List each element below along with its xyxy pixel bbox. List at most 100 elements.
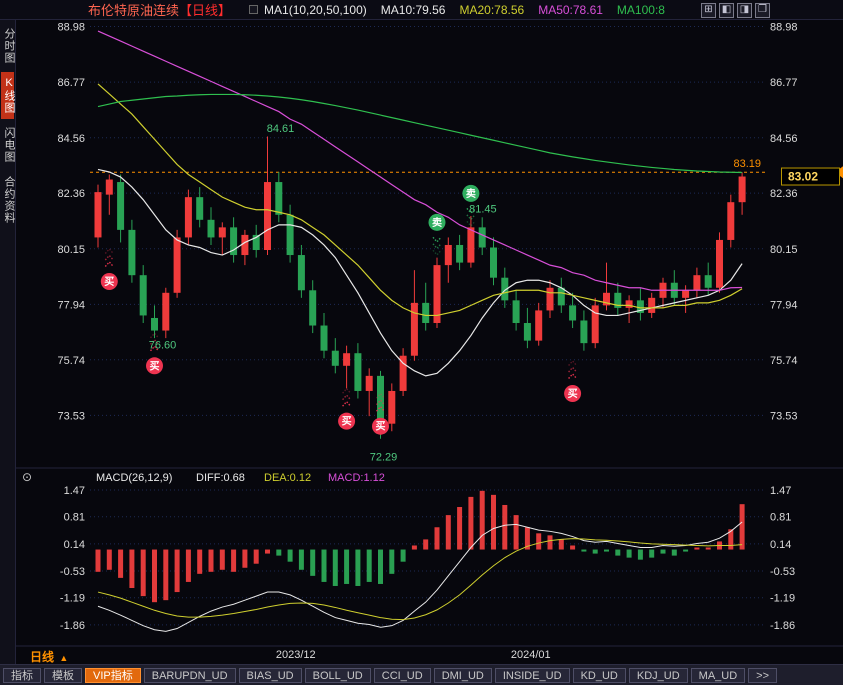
window-layout-icons: ⊞ ◧ ◨ ❐ <box>701 3 770 18</box>
svg-text:-1.19: -1.19 <box>770 593 795 605</box>
svg-text:88.98: 88.98 <box>770 22 798 34</box>
dea-line <box>97 538 743 621</box>
tab-ma-ud[interactable]: MA_UD <box>690 667 746 683</box>
pane-resize-icon[interactable]: ⊙ <box>21 470 33 484</box>
tab-dmi-ud[interactable]: DMI_UD <box>433 667 492 683</box>
svg-text:86.77: 86.77 <box>770 77 798 89</box>
ma50-line <box>97 30 743 291</box>
svg-text:82.36: 82.36 <box>57 188 85 200</box>
indicator-toggle-icon[interactable] <box>249 5 259 14</box>
macd-header-label: DIFF:0.68 <box>196 472 245 484</box>
svg-text:73.53: 73.53 <box>57 410 85 422</box>
macd-header-label: MACD(26,12,9) <box>96 472 172 484</box>
tab-bias-ud[interactable]: BIAS_UD <box>238 667 302 683</box>
svg-text:买: 买 <box>376 421 386 433</box>
layout-left-icon[interactable]: ◧ <box>719 3 734 18</box>
left-sidebar: 分时图 K线图闪电图合约资料 <box>0 20 16 664</box>
svg-text:0.14: 0.14 <box>64 539 85 551</box>
svg-text:买: 买 <box>104 276 114 288</box>
tab-boll-ud[interactable]: BOLL_UD <box>304 667 371 683</box>
svg-text:-1.86: -1.86 <box>770 620 795 632</box>
indicator-tab-bar: 指标 模板 VIP指标 BARUPDN_UD BIAS_UD BOLL_UD CCI_UD D… <box>0 664 843 685</box>
layout-grid-icon[interactable]: ⊞ <box>701 3 716 18</box>
svg-text:73.53: 73.53 <box>770 410 798 422</box>
layout-right-icon[interactable]: ◨ <box>737 3 752 18</box>
ma-value-label: MA50:78.61 <box>538 2 603 17</box>
svg-text:84.56: 84.56 <box>57 133 85 145</box>
swing-price-label: 84.61 <box>267 123 295 135</box>
diff-line <box>97 521 743 632</box>
tab-kd-ud[interactable]: KD_UD <box>572 667 626 683</box>
period-tag: 【日线】 <box>179 3 232 18</box>
svg-text:86.77: 86.77 <box>57 77 85 89</box>
tab-vip-indicator[interactable]: VIP指标 <box>85 667 141 683</box>
x-axis-label: 2024/01 <box>511 649 551 661</box>
ma20-line <box>97 83 743 317</box>
svg-text:-0.53: -0.53 <box>770 566 795 578</box>
last-price-tag: 83.02 <box>781 167 840 186</box>
tab-more[interactable]: >> <box>748 667 778 683</box>
svg-text:买: 买 <box>150 360 160 372</box>
macd-header-label: MACD:1.12 <box>328 472 385 484</box>
tab-inside-ud[interactable]: INSIDE_UD <box>494 667 570 683</box>
sell-signal-marker[interactable]: 卖 <box>428 213 446 256</box>
ma-value-label: MA100:8 <box>616 2 665 17</box>
chart-header: 布伦特原油连续 【日线】 MA1(10,20,50,100) MA10:79.5… <box>0 0 843 20</box>
svg-text:84.56: 84.56 <box>770 133 798 145</box>
svg-text:卖: 卖 <box>466 187 476 200</box>
macd-header-label: DEA:0.12 <box>264 472 311 484</box>
tab-indicator[interactable]: 指标 <box>3 667 41 683</box>
svg-text:80.15: 80.15 <box>770 244 798 256</box>
svg-text:0.81: 0.81 <box>770 512 791 524</box>
buy-signal-marker[interactable]: 买 <box>338 387 356 430</box>
ma-value-labels: MA10:79.56 MA20:78.56 MA50:78.61 MA100:8 <box>367 3 665 17</box>
svg-text:1.47: 1.47 <box>770 485 791 497</box>
svg-text:0.14: 0.14 <box>770 539 791 551</box>
period-label: 日线 <box>30 650 55 664</box>
svg-text:82.36: 82.36 <box>770 188 798 200</box>
chart-canvas[interactable]: 88.98 88.98 86.77 86.77 84.56 84.56 82.36 82.36… <box>16 20 843 664</box>
sidebar-tab-time-chart[interactable]: 分时图 <box>3 28 15 64</box>
swing-price-label: 76.60 <box>149 340 177 352</box>
symbol-title: 布伦特原油连续 <box>88 3 180 18</box>
tab-barupdn-ud[interactable]: BARUPDN_UD <box>143 667 236 683</box>
tab-kdj-ud[interactable]: KDJ_UD <box>628 667 688 683</box>
buy-signal-marker[interactable]: 买 <box>564 359 582 402</box>
svg-text:买: 买 <box>342 416 352 428</box>
period-arrow-icon: ▲ <box>59 653 69 663</box>
svg-text:75.74: 75.74 <box>770 355 798 367</box>
sell-signal-marker[interactable]: 卖 <box>462 184 480 227</box>
sidebar-tab-flash-chart[interactable]: 闪电图 <box>3 127 15 163</box>
svg-text:买: 买 <box>568 388 578 400</box>
period-selector[interactable]: 日线 ▲ <box>30 648 68 665</box>
svg-text:-0.53: -0.53 <box>60 566 85 578</box>
ma-value-label: MA10:79.56 <box>380 2 446 17</box>
svg-text:0.81: 0.81 <box>64 512 85 524</box>
grid-lines: 88.98 88.98 86.77 86.77 84.56 84.56 82.36 82.36… <box>16 22 843 647</box>
sidebar-tab-kline-chart[interactable]: K线图 <box>1 72 15 119</box>
swing-price-label: 72.29 <box>370 452 398 464</box>
price-alert-label: 83.19 <box>733 158 761 170</box>
ma-indicator-label: MA1(10,20,50,100) <box>264 2 367 17</box>
ma-value-label: MA20:78.56 <box>459 2 525 17</box>
svg-text:77.94: 77.94 <box>57 299 85 311</box>
svg-text:83.02: 83.02 <box>788 170 818 184</box>
layout-max-icon[interactable]: ❐ <box>755 3 770 18</box>
buy-signal-marker[interactable]: 买 <box>146 332 163 375</box>
svg-text:-1.86: -1.86 <box>60 620 85 632</box>
buy-signal-marker[interactable]: 买 <box>372 392 389 435</box>
svg-text:卖: 卖 <box>432 216 442 229</box>
x-axis-label: 2023/12 <box>276 649 316 661</box>
svg-text:80.15: 80.15 <box>57 244 85 256</box>
ma100-line <box>97 93 743 174</box>
tab-template[interactable]: 模板 <box>44 667 82 683</box>
macd-histogram <box>95 490 745 603</box>
svg-text:75.74: 75.74 <box>57 355 85 367</box>
candlestick-series <box>94 136 746 439</box>
swing-price-label: 81.45 <box>469 204 497 216</box>
tab-cci-ud[interactable]: CCI_UD <box>373 667 431 683</box>
sidebar-tab-contract-info[interactable]: 合约资料 <box>3 176 15 224</box>
svg-text:77.94: 77.94 <box>770 299 798 311</box>
svg-text:-1.19: -1.19 <box>60 593 85 605</box>
buy-signal-marker[interactable]: 买 <box>100 247 118 290</box>
